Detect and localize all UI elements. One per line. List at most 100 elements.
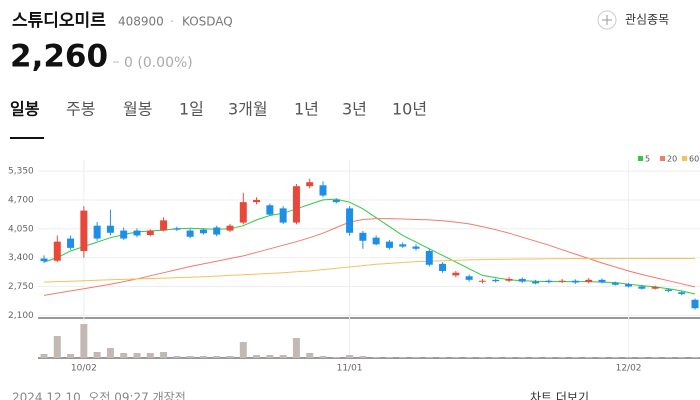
candle-body bbox=[160, 220, 168, 231]
legend-swatch bbox=[638, 156, 643, 161]
tab[interactable]: 월봉 bbox=[123, 100, 152, 119]
candle-body bbox=[425, 250, 433, 265]
candle-body bbox=[213, 227, 221, 235]
volume-bar bbox=[173, 356, 181, 358]
volume-bar bbox=[213, 356, 221, 358]
tab[interactable]: 3개월 bbox=[228, 100, 268, 119]
volume-bar bbox=[279, 355, 287, 358]
tab[interactable]: 1일 bbox=[179, 100, 204, 119]
volume-bar bbox=[67, 354, 75, 358]
candle-body bbox=[359, 232, 367, 241]
x-tick-label: 12/02 bbox=[616, 364, 642, 374]
volume-bar bbox=[611, 357, 619, 358]
watch-plus bbox=[602, 15, 612, 25]
volume-bar bbox=[678, 357, 686, 358]
stock-code: 408900 bbox=[118, 15, 164, 29]
candle-body bbox=[691, 299, 699, 309]
timestamp: 2024.12.10. 오전 09:27 개장전 bbox=[12, 391, 186, 400]
candle-body bbox=[664, 289, 672, 291]
candle-body bbox=[279, 208, 287, 223]
volume-bar bbox=[385, 357, 393, 358]
candle-body bbox=[93, 225, 101, 239]
candle-body bbox=[385, 241, 393, 248]
ma-line bbox=[43, 258, 695, 283]
more-link[interactable]: 차트 더보기 bbox=[530, 391, 589, 400]
candle-body bbox=[306, 182, 314, 187]
y-tick-label: 2,100 bbox=[8, 311, 34, 321]
candle-body bbox=[452, 272, 460, 276]
volume-bar bbox=[332, 357, 340, 358]
candle-body bbox=[226, 225, 234, 231]
volume-bar bbox=[133, 353, 141, 358]
volume-bar bbox=[80, 324, 88, 358]
tab[interactable]: 10년 bbox=[392, 100, 427, 119]
candle-body bbox=[399, 244, 407, 247]
volume-bar bbox=[518, 357, 526, 358]
volume-bar bbox=[292, 338, 300, 358]
volume-bar bbox=[571, 357, 579, 358]
watch-icon[interactable] bbox=[597, 10, 617, 30]
volume-bar bbox=[106, 348, 114, 358]
y-tick-label: 5,350 bbox=[8, 167, 34, 177]
change: 0 (0.00%) bbox=[124, 55, 193, 71]
separator: · bbox=[170, 15, 174, 29]
candle-body bbox=[478, 280, 486, 282]
legend-label: 5 bbox=[645, 155, 650, 164]
tab[interactable]: 1년 bbox=[294, 100, 319, 119]
candle-body bbox=[518, 278, 526, 282]
volume-bar bbox=[346, 355, 354, 358]
tab[interactable]: 일봉 bbox=[10, 100, 40, 119]
x-tick-label: 11/01 bbox=[337, 364, 363, 374]
candle-body bbox=[492, 279, 500, 282]
volume-bar bbox=[160, 352, 168, 358]
volume-bar bbox=[266, 355, 274, 358]
ma-line bbox=[43, 218, 696, 296]
watch-button[interactable]: 관심종목 bbox=[625, 13, 669, 27]
candle-body bbox=[332, 199, 340, 203]
candle-body bbox=[146, 230, 154, 236]
candle-body bbox=[611, 282, 619, 285]
candle-body bbox=[638, 286, 646, 289]
price: 2,260 bbox=[10, 39, 108, 75]
candle-body bbox=[598, 279, 606, 283]
candle-body bbox=[40, 258, 48, 262]
candle-body bbox=[239, 202, 247, 223]
volume-bar bbox=[412, 357, 420, 358]
candle-body bbox=[319, 185, 327, 196]
ma-line bbox=[43, 198, 696, 295]
tab[interactable]: 주봉 bbox=[66, 100, 95, 119]
volume-bar bbox=[425, 357, 433, 358]
volume-bar bbox=[319, 356, 327, 358]
volume-bar bbox=[186, 356, 194, 358]
volume-bar bbox=[306, 353, 314, 358]
y-tick-label: 4,700 bbox=[8, 195, 34, 205]
volume-bar bbox=[532, 357, 540, 358]
candle-body bbox=[465, 276, 473, 280]
candle-body bbox=[532, 281, 540, 284]
candle-body bbox=[120, 230, 128, 239]
candle-body bbox=[266, 205, 274, 215]
volume-bar bbox=[651, 357, 659, 358]
candle-body bbox=[173, 228, 181, 230]
volume-bar bbox=[558, 357, 566, 358]
volume-bar bbox=[399, 357, 407, 358]
volume-bar bbox=[359, 356, 367, 358]
volume-bar bbox=[625, 357, 633, 358]
stock-name: 스튜디오미르 bbox=[12, 11, 106, 31]
volume-bar bbox=[40, 354, 48, 358]
volume-bar bbox=[585, 357, 593, 358]
candle-body bbox=[372, 237, 380, 245]
legend-label: 60 bbox=[689, 155, 699, 164]
legend-swatch bbox=[682, 156, 687, 161]
volume-bar bbox=[226, 356, 234, 358]
volume-bar bbox=[664, 357, 672, 358]
plot: 5,350 4,700 4,050 3,400 2,750 2,100 10/02 11/01… bbox=[8, 155, 700, 374]
candle-body bbox=[651, 286, 659, 289]
x-tick-label: 10/02 bbox=[71, 364, 97, 374]
tab[interactable]: 3년 bbox=[342, 100, 367, 119]
y-tick-label: 2,750 bbox=[8, 282, 34, 292]
candle-body bbox=[412, 246, 420, 249]
y-tick-label: 4,050 bbox=[8, 224, 34, 234]
candle-body bbox=[292, 186, 300, 223]
